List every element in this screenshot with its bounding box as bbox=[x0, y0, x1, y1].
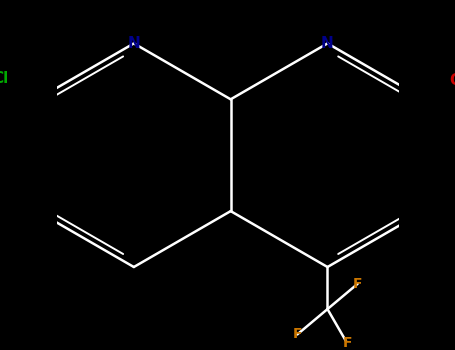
Text: N: N bbox=[127, 36, 140, 51]
Text: F: F bbox=[293, 328, 302, 342]
Text: Cl: Cl bbox=[0, 71, 9, 86]
Text: F: F bbox=[353, 277, 363, 291]
Text: F: F bbox=[343, 336, 352, 350]
Text: N: N bbox=[321, 36, 334, 51]
Text: O: O bbox=[450, 74, 455, 89]
